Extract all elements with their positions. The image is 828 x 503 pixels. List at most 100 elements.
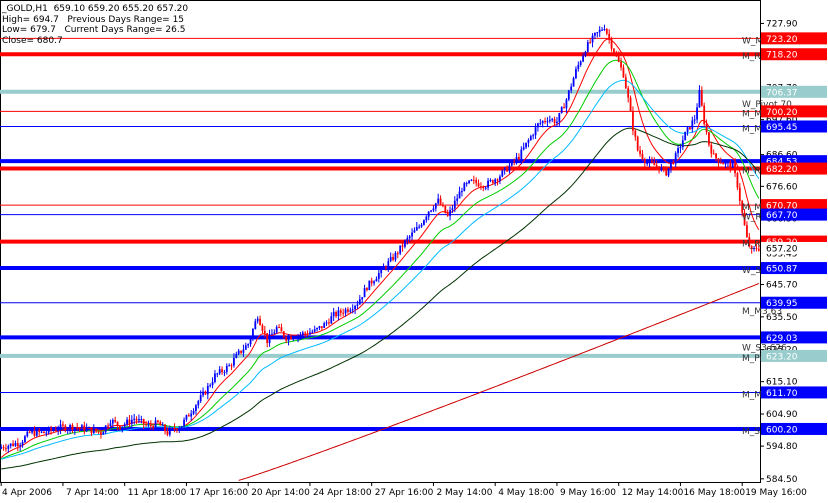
candle-body bbox=[475, 180, 478, 184]
candle-body bbox=[185, 415, 188, 420]
candle-body bbox=[380, 267, 383, 274]
candle-body bbox=[301, 332, 304, 335]
candle-body bbox=[285, 336, 288, 341]
candle-body bbox=[658, 166, 660, 171]
candle-body bbox=[211, 381, 214, 386]
candle-body bbox=[71, 425, 74, 430]
x-tick-label: 4 Apr 2006 bbox=[2, 488, 52, 498]
candle-body bbox=[513, 160, 516, 162]
candle-body bbox=[356, 304, 359, 306]
candle-body bbox=[88, 427, 90, 429]
candle-body bbox=[425, 216, 428, 221]
level-price-box bbox=[761, 105, 827, 118]
candle-body bbox=[100, 432, 102, 435]
candle-body bbox=[2, 447, 5, 449]
candle-body bbox=[432, 208, 435, 211]
candle-body bbox=[686, 127, 689, 132]
candle-body bbox=[646, 162, 649, 164]
candle-body bbox=[470, 179, 473, 181]
candle-body bbox=[617, 56, 620, 62]
candle-body bbox=[589, 42, 592, 44]
candle-body bbox=[202, 391, 204, 396]
candle-body bbox=[9, 443, 12, 446]
y-tick-label: 604.90 bbox=[766, 410, 798, 420]
candle-body bbox=[465, 183, 468, 185]
candle-body bbox=[40, 431, 43, 433]
candle-body bbox=[710, 144, 713, 154]
candle-body bbox=[366, 288, 368, 291]
candle-body bbox=[693, 119, 696, 121]
candle-body bbox=[128, 419, 131, 424]
level-price-box bbox=[761, 48, 827, 61]
candle-body bbox=[667, 168, 670, 176]
candle-body bbox=[629, 97, 632, 111]
candle-body bbox=[444, 206, 447, 213]
candle-body bbox=[427, 211, 430, 217]
candle-body bbox=[228, 365, 231, 367]
candle-body bbox=[69, 425, 71, 429]
level-price-label: 718.20 bbox=[766, 51, 798, 61]
candle-body bbox=[311, 331, 314, 333]
candle-body bbox=[316, 327, 318, 330]
candle-body bbox=[719, 162, 722, 164]
candle-body bbox=[256, 318, 259, 322]
candle-body bbox=[7, 445, 10, 449]
candle-body bbox=[634, 130, 637, 137]
info-line-low: Low= 679.7 Current Days Range= 26.5 bbox=[2, 25, 186, 35]
candle-body bbox=[263, 330, 266, 334]
candle-body bbox=[297, 335, 299, 339]
candle-body bbox=[206, 385, 209, 395]
candle-body bbox=[622, 67, 625, 78]
candle-body bbox=[729, 162, 732, 168]
candle-body bbox=[506, 167, 508, 172]
candle-body bbox=[551, 119, 554, 121]
candle-body bbox=[304, 332, 307, 334]
candle-body bbox=[522, 147, 525, 150]
candle-body bbox=[570, 86, 573, 91]
candle-body bbox=[404, 240, 406, 247]
level-price-box bbox=[761, 262, 827, 275]
candle-body bbox=[259, 318, 261, 326]
candle-body bbox=[496, 179, 499, 181]
info-panel: _GOLD,H1 659.10 659.20 655.20 657.20 Hig… bbox=[2, 4, 188, 46]
candle-body bbox=[567, 90, 570, 100]
candle-body bbox=[154, 420, 157, 428]
candle-body bbox=[518, 157, 520, 160]
candle-body bbox=[157, 420, 159, 423]
candle-body bbox=[358, 299, 361, 305]
candle-body bbox=[347, 309, 349, 312]
candle-body bbox=[273, 332, 276, 334]
candle-body bbox=[722, 163, 725, 165]
candle-body bbox=[472, 179, 475, 181]
candle-body bbox=[368, 280, 371, 291]
candle-body bbox=[396, 252, 399, 254]
candle-body bbox=[142, 419, 145, 425]
x-tick-label: 24 Apr 18:00 bbox=[313, 488, 372, 498]
candle-body bbox=[214, 373, 216, 382]
candle-body bbox=[541, 121, 544, 124]
candle-body bbox=[5, 448, 7, 450]
candle-body bbox=[544, 121, 546, 123]
level-price-label: 723.20 bbox=[766, 35, 798, 45]
info-line-ohlc: _GOLD,H1 659.10 659.20 655.20 657.20 bbox=[2, 4, 189, 14]
candle-body bbox=[539, 123, 542, 125]
candle-body bbox=[660, 167, 663, 171]
candle-body bbox=[102, 432, 105, 435]
candle-body bbox=[145, 424, 147, 426]
level-price-label: 657.20 bbox=[766, 244, 798, 254]
candle-body bbox=[12, 443, 14, 446]
candle-body bbox=[639, 150, 641, 154]
candle-body bbox=[615, 53, 618, 57]
candle-body bbox=[138, 419, 140, 421]
candle-body bbox=[254, 321, 257, 330]
candle-body bbox=[601, 29, 603, 31]
candle-body bbox=[268, 334, 271, 344]
candle-body bbox=[491, 180, 494, 183]
candle-body bbox=[166, 431, 169, 435]
candle-body bbox=[529, 136, 532, 141]
level-price-box bbox=[761, 386, 827, 399]
candle-body bbox=[648, 160, 651, 163]
candle-body bbox=[534, 127, 537, 136]
level-price-label: 682.20 bbox=[766, 165, 798, 175]
